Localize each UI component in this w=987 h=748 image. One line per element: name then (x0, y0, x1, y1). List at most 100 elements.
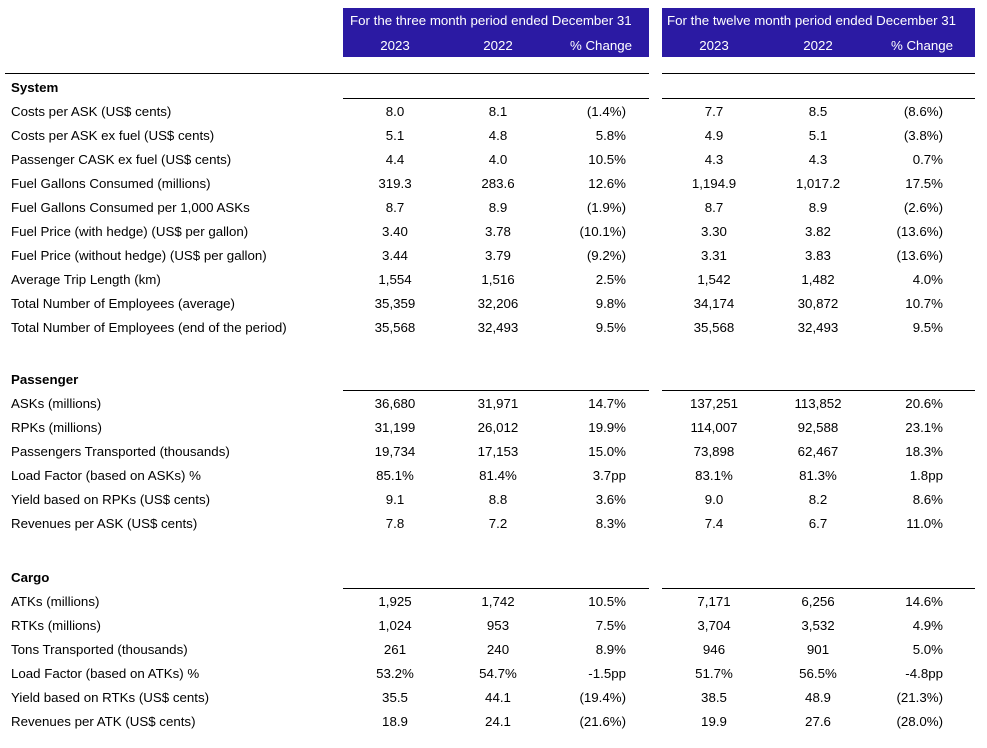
value-cell: 113,852 (794, 396, 842, 411)
row-label: Fuel Gallons Consumed (millions) (11, 176, 211, 191)
pct-change-cell: (21.3%) (896, 690, 943, 705)
row-label: Total Number of Employees (end of the pe… (11, 320, 287, 335)
pct-change-cell: 2.5% (595, 272, 626, 287)
pct-change-cell: 23.1% (905, 420, 943, 435)
row-label: Yield based on RTKs (US$ cents) (11, 690, 210, 705)
section-rule (662, 588, 975, 589)
col-header-2023: 2023 (380, 38, 410, 53)
value-cell: 1,925 (378, 594, 412, 609)
pct-change-cell: 11.0% (906, 516, 943, 531)
col-header-2022: 2022 (803, 38, 833, 53)
section-rule (662, 390, 975, 391)
pct-change-cell: 4.9% (912, 618, 943, 633)
value-cell: 7.2 (488, 516, 508, 531)
pct-change-cell: (13.6%) (896, 248, 943, 263)
value-cell: 261 (383, 642, 407, 657)
pct-change-cell: 19.9% (588, 420, 626, 435)
header-divider (5, 73, 649, 74)
row-label: Revenues per ASK (US$ cents) (11, 516, 198, 531)
value-cell: 319.3 (378, 176, 412, 191)
value-cell: 3.31 (701, 248, 727, 263)
section-rule (343, 588, 649, 589)
value-cell: 19,734 (374, 444, 416, 459)
pct-change-cell: 9.8% (595, 296, 626, 311)
value-cell: 953 (486, 618, 510, 633)
pct-change-cell: (8.6%) (903, 104, 943, 119)
value-cell: 1,017.2 (795, 176, 841, 191)
value-cell: 8.5 (808, 104, 828, 119)
header-three-month: For the three month period ended Decembe… (343, 8, 649, 57)
value-cell: 7.7 (704, 104, 724, 119)
value-cell: 3.30 (701, 224, 727, 239)
value-cell: 946 (702, 642, 726, 657)
value-cell: 8.1 (488, 104, 508, 119)
value-cell: 3,532 (801, 618, 835, 633)
value-cell: 73,898 (693, 444, 735, 459)
value-cell: 48.9 (805, 690, 831, 705)
row-label: Fuel Price (without hedge) (US$ per gall… (11, 248, 267, 263)
pct-change-cell: 20.6% (905, 396, 943, 411)
value-cell: 1,516 (481, 272, 515, 287)
value-cell: 5.1 (808, 128, 828, 143)
value-cell: 51.7% (695, 666, 733, 681)
value-cell: 53.2% (376, 666, 414, 681)
value-cell: 901 (806, 642, 830, 657)
col-header-pct-change: % Change (890, 38, 954, 53)
value-cell: 4.4 (385, 152, 405, 167)
pct-change-cell: (19.4%) (579, 690, 626, 705)
pct-change-cell: (21.6%) (579, 714, 626, 729)
value-cell: 32,493 (797, 320, 839, 335)
value-cell: 30,872 (797, 296, 839, 311)
pct-change-cell: 3.7pp (592, 468, 626, 483)
value-cell: 4.3 (704, 152, 724, 167)
value-cell: 9.1 (385, 492, 405, 507)
pct-change-cell: 4.0% (912, 272, 943, 287)
value-cell: 1,554 (378, 272, 412, 287)
pct-change-cell: 8.3% (595, 516, 626, 531)
value-cell: 6.7 (808, 516, 828, 531)
value-cell: 8.0 (385, 104, 405, 119)
value-cell: 7,171 (697, 594, 731, 609)
header-divider (662, 73, 975, 74)
value-cell: 4.9 (704, 128, 724, 143)
pct-change-cell: (9.2%) (586, 248, 626, 263)
pct-change-cell: -4.8pp (905, 666, 943, 681)
value-cell: 240 (486, 642, 510, 657)
value-cell: 8.8 (488, 492, 508, 507)
pct-change-cell: 3.6% (595, 492, 626, 507)
section-title: System (11, 80, 59, 95)
pct-change-cell: 7.5% (595, 618, 626, 633)
value-cell: 31,199 (374, 420, 416, 435)
pct-change-cell: -1.5pp (588, 666, 626, 681)
pct-change-cell: (1.9%) (586, 200, 626, 215)
value-cell: 38.5 (701, 690, 727, 705)
row-label: Costs per ASK (US$ cents) (11, 104, 172, 119)
pct-change-cell: (10.1%) (579, 224, 626, 239)
row-label: Revenues per ATK (US$ cents) (11, 714, 196, 729)
pct-change-cell: 1.8pp (909, 468, 943, 483)
row-label: Load Factor (based on ASKs) % (11, 468, 201, 483)
twelve-month-title: For the twelve month period ended Decemb… (667, 13, 956, 28)
pct-change-cell: 5.0% (912, 642, 943, 657)
row-label: Total Number of Employees (average) (11, 296, 235, 311)
col-header-pct-change: % Change (569, 38, 633, 53)
three-month-title: For the three month period ended Decembe… (350, 13, 632, 28)
value-cell: 8.7 (704, 200, 724, 215)
pct-change-cell: (28.0%) (896, 714, 943, 729)
pct-change-cell: 18.3% (905, 444, 943, 459)
section-rule (662, 98, 975, 99)
section-rule (343, 390, 649, 391)
value-cell: 36,680 (374, 396, 416, 411)
row-label: Fuel Gallons Consumed per 1,000 ASKs (11, 200, 250, 215)
value-cell: 4.8 (488, 128, 508, 143)
value-cell: 3.83 (805, 248, 831, 263)
row-label: Passenger CASK ex fuel (US$ cents) (11, 152, 232, 167)
value-cell: 83.1% (695, 468, 733, 483)
pct-change-cell: 17.5% (905, 176, 943, 191)
value-cell: 3.44 (382, 248, 408, 263)
pct-change-cell: 12.6% (588, 176, 626, 191)
value-cell: 4.0 (488, 152, 508, 167)
row-label: RTKs (millions) (11, 618, 101, 633)
row-label: ATKs (millions) (11, 594, 100, 609)
section-title: Passenger (11, 372, 79, 387)
